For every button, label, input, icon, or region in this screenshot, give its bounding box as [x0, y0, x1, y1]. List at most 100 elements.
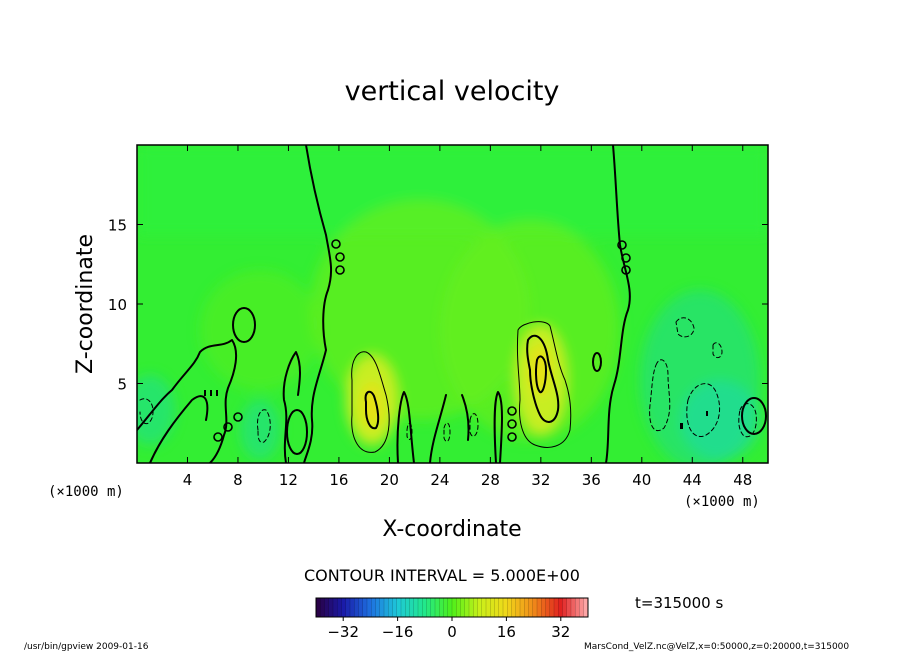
colorbar-cell — [473, 598, 478, 617]
negative-contour — [649, 359, 671, 432]
colorbar-cell — [515, 598, 521, 617]
colorbar-tick-label: −16 — [382, 623, 414, 641]
colorbar-cell — [396, 598, 402, 617]
y-axis-title: Z-coordinate — [73, 234, 98, 374]
contour-dot — [204, 390, 206, 396]
plot-area — [136, 144, 769, 464]
colorbar-cell — [443, 598, 449, 617]
shade-left-cool — [137, 375, 175, 445]
positive-contour-core-right-inner — [535, 355, 547, 394]
x-tick-label: 12 — [279, 471, 298, 489]
zero-contour-loop — [592, 352, 602, 372]
contour-layer — [137, 145, 767, 463]
colorbar-cell — [528, 598, 534, 617]
colorbar-cell — [532, 598, 538, 617]
colorbar-tick-label: 0 — [447, 623, 457, 641]
zero-contour-gap — [396, 391, 415, 463]
colorbar-cell — [354, 598, 359, 617]
colorbar-cell — [511, 598, 517, 617]
y-tick-label: 10 — [108, 296, 127, 314]
colorbar-cell — [379, 598, 385, 617]
colorbar-cell — [456, 598, 461, 617]
colorbar-cell — [430, 598, 436, 617]
negative-contour — [443, 422, 451, 442]
colorbar-cell — [422, 598, 427, 617]
small-contour-loop — [331, 239, 341, 249]
small-contour-loop — [617, 240, 627, 250]
zero-contour-loop — [232, 307, 256, 343]
small-contour-loop — [507, 432, 517, 442]
x-tick-label: 4 — [183, 471, 193, 489]
colorbar-cell — [477, 598, 483, 617]
colorbar-cell — [413, 598, 419, 617]
chart-title: vertical velocity — [344, 76, 560, 107]
colorbar-cell — [507, 598, 512, 617]
footer-right: MarsCond_VelZ.nc@VelZ,x=0:50000,z=0:2000… — [584, 642, 850, 652]
colorbar-cell — [490, 598, 495, 617]
zero-contour-gap — [493, 391, 503, 463]
shade-right-cool — [680, 380, 760, 460]
small-contour-loop — [621, 253, 631, 263]
colorbar-cell — [418, 598, 423, 617]
colorbar-cell — [503, 598, 508, 617]
colorbar-cell — [405, 598, 410, 617]
colorbar-cell — [367, 598, 372, 617]
x-tick-label: 44 — [683, 471, 702, 489]
contour-dot — [680, 423, 683, 429]
colorbar — [315, 597, 589, 618]
x-tick-label: 24 — [430, 471, 449, 489]
x-tick-label: 32 — [531, 471, 550, 489]
colorbar-cell — [324, 598, 330, 617]
contour-dot — [706, 411, 708, 416]
colorbar-cell — [341, 598, 347, 617]
colorbar-cell — [520, 598, 525, 617]
colorbar-cell — [498, 598, 504, 617]
colorbar-cell — [452, 598, 457, 617]
small-contour-loop — [507, 406, 517, 416]
colorbar-tick-label: −32 — [327, 623, 359, 641]
colorbar-cell — [350, 598, 355, 617]
colorbar-cell — [401, 598, 406, 617]
x-tick-label: 40 — [632, 471, 651, 489]
small-contour-loop — [233, 412, 243, 422]
negative-contour — [139, 398, 154, 425]
small-contour-loop — [621, 265, 631, 275]
colorbar-cell — [328, 598, 334, 617]
x-tick-label: 8 — [233, 471, 243, 489]
colorbar-cell — [409, 598, 415, 617]
positive-contour-core-right — [516, 321, 572, 448]
colorbar-cell — [566, 598, 572, 617]
zero-contour-loop — [286, 409, 308, 455]
negative-contour — [712, 342, 723, 359]
zero-contour-gap — [429, 394, 447, 463]
colorbar-cell — [481, 598, 487, 617]
colorbar-cell — [464, 598, 470, 617]
zero-contour-gap — [461, 394, 470, 441]
colorbar-cell — [558, 598, 563, 617]
colorbar-tick-label: 32 — [551, 623, 570, 641]
zero-contour-lowmid — [282, 351, 301, 463]
colorbar-cell — [358, 598, 364, 617]
contour-interval-label: CONTOUR INTERVAL = 5.000E+00 — [304, 566, 580, 585]
contour-dot — [210, 390, 212, 396]
negative-contour — [738, 403, 757, 438]
positive-contour-core-right-mid — [526, 334, 560, 423]
colorbar-cell — [384, 598, 389, 617]
colorbar-cell — [388, 598, 393, 617]
colorbar-cell — [486, 598, 491, 617]
x-tick-label: 16 — [329, 471, 348, 489]
negative-contour — [686, 383, 720, 437]
small-contour-loop — [213, 432, 223, 442]
colorbar-cell — [371, 598, 376, 617]
colorbar-cell — [375, 598, 381, 617]
negative-contours — [139, 317, 757, 443]
negative-contour — [469, 413, 479, 437]
zero-contour-loop — [741, 397, 767, 435]
x-tick-label: 36 — [582, 471, 601, 489]
colorbar-cell — [579, 598, 585, 617]
colorbar-cell — [575, 598, 580, 617]
colorbar-cell — [524, 598, 529, 617]
x-unit-label-left: (×1000 m) — [48, 484, 124, 500]
x-tick-label: 48 — [733, 471, 752, 489]
